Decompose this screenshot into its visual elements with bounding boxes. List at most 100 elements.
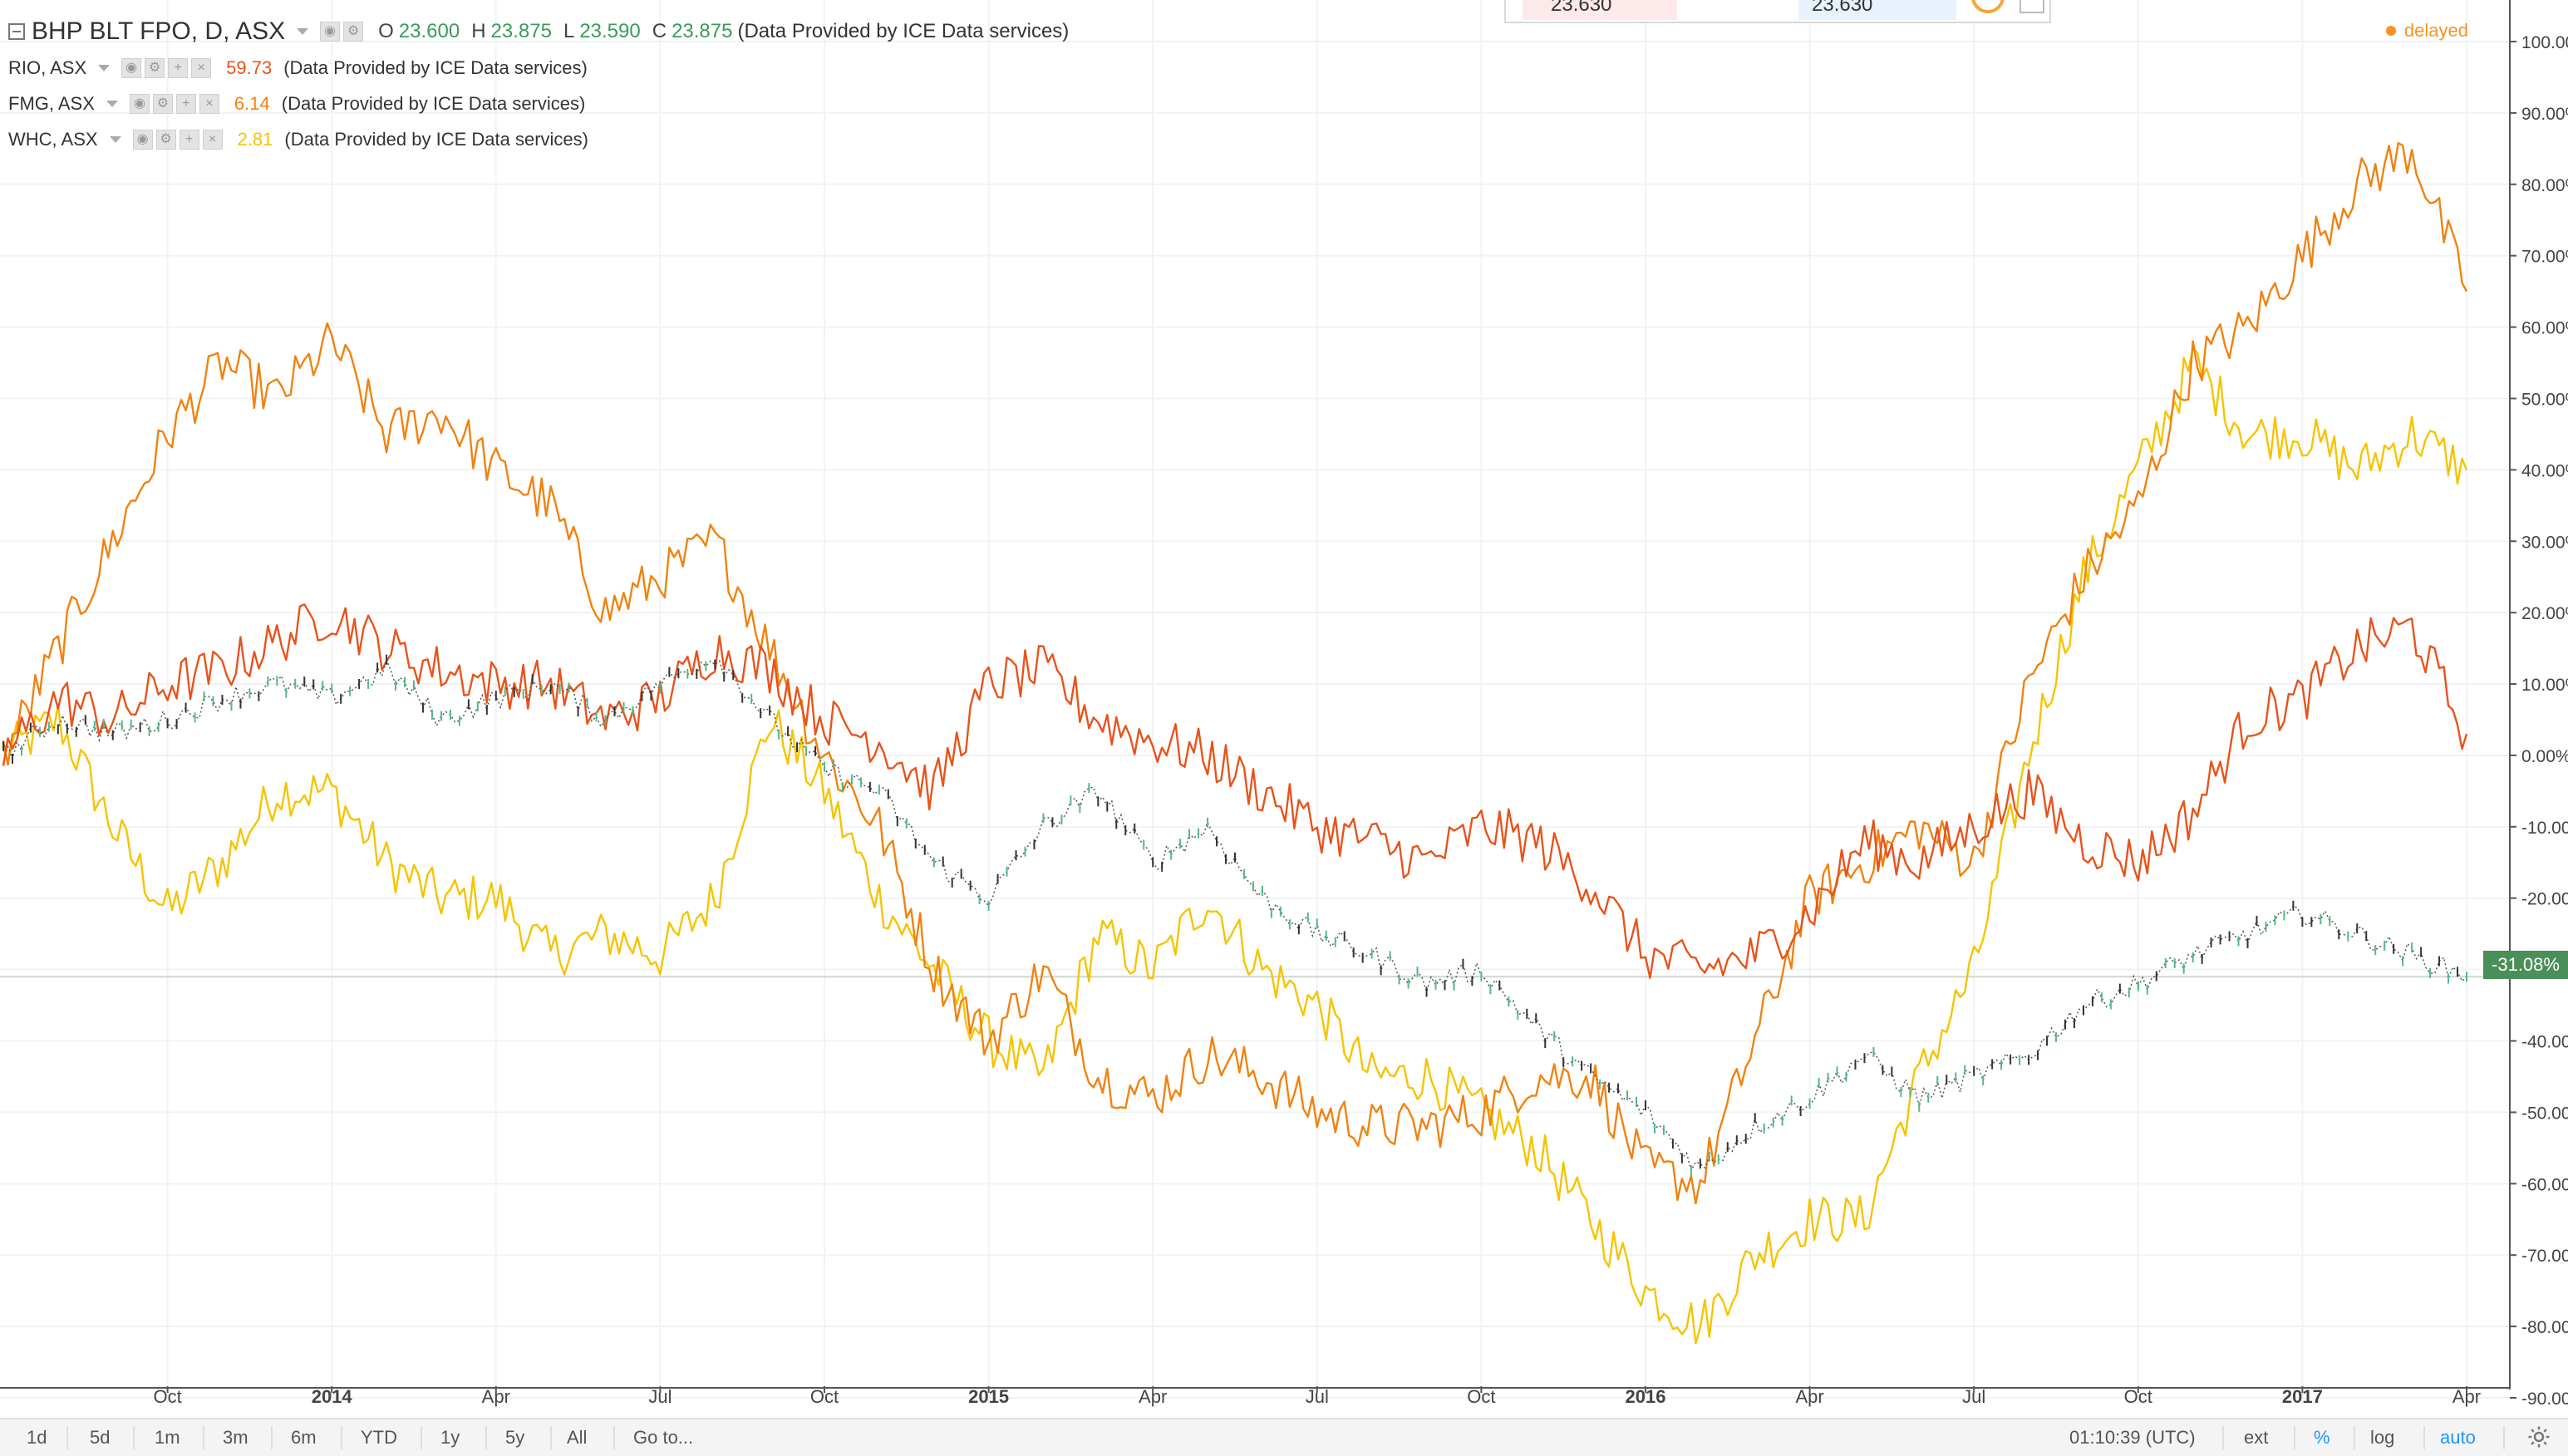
close-key: C: [652, 20, 667, 42]
plus-icon[interactable]: +: [175, 94, 196, 114]
series-group: [2, 142, 2468, 1345]
collapse-legend-icon[interactable]: [8, 23, 25, 40]
gear-icon[interactable]: ⚙: [145, 58, 165, 78]
divider: [271, 1426, 273, 1449]
divider: [2503, 1426, 2505, 1449]
x-tick-label: Oct: [810, 1386, 839, 1407]
close-icon[interactable]: ×: [202, 130, 223, 150]
divider: [2294, 1426, 2295, 1449]
gridlines: [0, 0, 2510, 1404]
divider: [421, 1426, 422, 1449]
eye-icon[interactable]: ◉: [320, 22, 341, 42]
divider: [2222, 1426, 2224, 1449]
range-1y-button[interactable]: 1y: [440, 1427, 460, 1448]
auto-scale-toggle[interactable]: auto: [2440, 1427, 2476, 1448]
divider: [66, 1426, 68, 1449]
x-tick-label: 2015: [968, 1386, 1009, 1407]
percent-scale-toggle[interactable]: %: [2314, 1427, 2330, 1448]
plus-icon[interactable]: +: [179, 130, 199, 150]
x-tick-label: Apr: [1795, 1386, 1823, 1407]
close-icon[interactable]: ×: [199, 94, 219, 114]
range-5y-button[interactable]: 5y: [505, 1427, 525, 1448]
delayed-indicator: delayed: [2385, 20, 2468, 42]
goto-button[interactable]: Go to...: [633, 1427, 694, 1448]
series-line-whc: [2, 347, 2468, 1345]
ext-toggle[interactable]: ext: [2244, 1427, 2269, 1448]
delayed-label: delayed: [2403, 20, 2468, 41]
chevron-down-icon[interactable]: [106, 101, 118, 107]
legend-series-rio[interactable]: RIO, ASX ◉ ⚙ + × 59.73 (Data Provided by…: [8, 52, 588, 85]
popup-right-value: 23.630: [1798, 0, 1956, 20]
last-value-badge: -31.08%: [2483, 951, 2568, 979]
x-tick-label: Jul: [648, 1386, 672, 1407]
circle-icon[interactable]: [1971, 0, 2005, 13]
series-symbol-label[interactable]: WHC, ASX: [8, 129, 98, 150]
range-5d-button[interactable]: 5d: [90, 1427, 111, 1448]
y-tick-label: -90.00%: [2521, 1390, 2568, 1409]
range-ytd-button[interactable]: YTD: [361, 1427, 397, 1448]
gear-icon[interactable]: [2526, 1424, 2551, 1449]
series-value: 59.73: [226, 57, 273, 78]
chevron-down-icon[interactable]: [109, 136, 121, 143]
divider: [485, 1426, 487, 1449]
open-value: 23.600: [398, 20, 460, 42]
x-tick-label: Oct: [1467, 1386, 1495, 1407]
y-tick-label: 20.00%: [2521, 604, 2568, 623]
high-value: 23.875: [490, 20, 552, 42]
x-tick-label: Oct: [2124, 1386, 2152, 1407]
y-tick-label: 10.00%: [2521, 676, 2568, 695]
chevron-down-icon[interactable]: [297, 28, 309, 35]
status-dot-icon: [2385, 26, 2396, 36]
y-tick-label: 70.00%: [2521, 248, 2568, 267]
gear-icon[interactable]: ⚙: [343, 22, 364, 42]
divider: [2423, 1426, 2425, 1449]
data-provider-note: (Data Provided by ICE Data services): [281, 93, 586, 114]
clock-readout[interactable]: 01:10:39 (UTC): [2069, 1427, 2196, 1448]
gear-icon[interactable]: ⚙: [155, 130, 176, 150]
close-icon[interactable]: ×: [191, 58, 212, 78]
x-tick-label: 2014: [312, 1386, 353, 1407]
range-1d-button[interactable]: 1d: [27, 1427, 47, 1448]
divider: [2354, 1426, 2355, 1449]
y-tick-label: -50.00%: [2521, 1104, 2568, 1123]
legend-series-whc[interactable]: WHC, ASX ◉ ⚙ + × 2.81 (Data Provided by …: [8, 123, 588, 156]
y-tick-label: -70.00%: [2521, 1247, 2568, 1266]
x-tick-label: Apr: [482, 1386, 510, 1407]
y-tick-label: -80.00%: [2521, 1318, 2568, 1337]
range-3m-button[interactable]: 3m: [223, 1427, 248, 1448]
series-value: 6.14: [234, 93, 270, 114]
gear-icon[interactable]: ⚙: [152, 94, 173, 114]
eye-icon[interactable]: ◉: [132, 130, 153, 150]
x-tick-label: Oct: [153, 1386, 181, 1407]
minus-button[interactable]: −: [2019, 0, 2044, 13]
x-tick-label: 2016: [1626, 1386, 1666, 1407]
series-symbol-label[interactable]: RIO, ASX: [8, 57, 87, 78]
y-tick-label: 60.00%: [2521, 319, 2568, 338]
series-line-bhp: [2, 657, 2467, 1173]
low-value: 23.590: [579, 20, 641, 42]
data-provider-note: (Data Provided by ICE Data services): [284, 129, 588, 150]
divider: [341, 1426, 342, 1449]
main-symbol-label[interactable]: BHP BLT FPO, D, ASX: [32, 17, 286, 45]
range-6m-button[interactable]: 6m: [291, 1427, 317, 1448]
x-tick-label: 2017: [2282, 1386, 2323, 1407]
y-tick-label: 50.00%: [2521, 390, 2568, 409]
legend-main[interactable]: BHP BLT FPO, D, ASX ◉ ⚙ O 23.600 H 23.87…: [8, 15, 1069, 48]
range-all-button[interactable]: All: [567, 1427, 588, 1448]
range-1m-button[interactable]: 1m: [155, 1427, 180, 1448]
plus-icon[interactable]: +: [168, 58, 189, 78]
legend-series-fmg[interactable]: FMG, ASX ◉ ⚙ + × 6.14 (Data Provided by …: [8, 87, 585, 121]
divider: [133, 1426, 135, 1449]
log-scale-toggle[interactable]: log: [2370, 1427, 2395, 1448]
eye-icon[interactable]: ◉: [121, 58, 142, 78]
eye-icon[interactable]: ◉: [129, 94, 150, 114]
divider: [203, 1426, 204, 1449]
divider: [550, 1426, 552, 1449]
series-line-rio: [2, 603, 2468, 979]
data-provider-note: (Data Provided by ICE Data services): [737, 20, 1070, 42]
x-tick-label: Apr: [1139, 1386, 1167, 1407]
series-symbol-label[interactable]: FMG, ASX: [8, 93, 95, 114]
chevron-down-icon[interactable]: [98, 65, 111, 71]
